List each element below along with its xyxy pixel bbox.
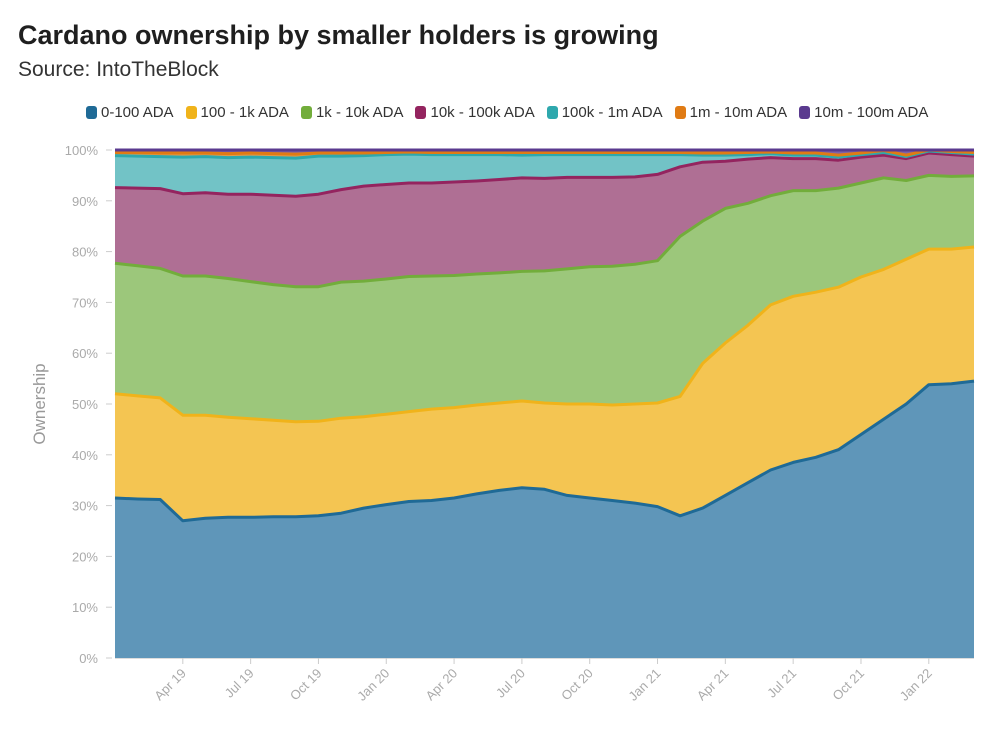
legend-label: 0-100 ADA: [101, 104, 174, 121]
y-tick-label: 70%: [72, 295, 98, 310]
area-10k-100k-ada: [115, 153, 974, 287]
area-0-100-ada: [115, 381, 974, 658]
x-tick-label: Oct 21: [829, 666, 867, 704]
y-tick-label: 20%: [72, 549, 98, 564]
y-tick-label: 0%: [79, 651, 98, 666]
legend-label: 10m - 100m ADA: [814, 104, 929, 121]
legend-label: 1k - 10k ADA: [315, 104, 404, 121]
y-tick-label: 10%: [72, 600, 98, 615]
area-1k-10k-ada: [115, 175, 974, 422]
legend-swatch: [674, 106, 686, 119]
x-tick-label: Jul 19: [222, 666, 257, 701]
legend-item[interactable]: 10k - 100k ADA: [415, 104, 535, 121]
legend-item[interactable]: 1m - 10m ADA: [674, 104, 788, 121]
x-tick-label: Jul 21: [764, 666, 799, 701]
legend-label: 10k - 100k ADA: [430, 104, 535, 121]
legend-item[interactable]: 100k - 1m ADA: [546, 104, 663, 121]
x-tick-label: Apr 20: [423, 666, 461, 704]
x-tick-label: Jan 22: [897, 666, 935, 704]
x-tick-label: Jan 20: [354, 666, 392, 704]
legend-swatch: [415, 106, 427, 119]
legend-label: 100k - 1m ADA: [561, 104, 663, 121]
y-tick-label: 50%: [72, 397, 98, 412]
chart-subtitle: Source: IntoTheBlock: [18, 58, 219, 81]
y-tick-label: 40%: [72, 448, 98, 463]
x-tick-label: Jan 21: [625, 666, 663, 704]
legend-item[interactable]: 0-100 ADA: [86, 104, 174, 121]
x-tick-label: Apr 21: [694, 666, 732, 704]
y-tick-label: 90%: [72, 194, 98, 209]
legend-swatch: [185, 106, 197, 119]
series-line: [114, 173, 975, 289]
x-tick-label: Oct 20: [558, 666, 596, 704]
legend-swatch: [86, 106, 97, 119]
legend-item[interactable]: 10m - 100m ADA: [799, 104, 928, 121]
y-axis-title: Ownership: [30, 363, 49, 444]
legend-label: 1m - 10m ADA: [689, 104, 788, 121]
legend-swatch: [300, 106, 312, 119]
legend-item[interactable]: 100 - 1k ADA: [185, 104, 289, 121]
series-line: [114, 245, 975, 424]
legend-label: 100 - 1k ADA: [200, 104, 289, 121]
x-tick-label: Jul 20: [493, 666, 528, 701]
x-tick-label: Oct 19: [287, 666, 325, 704]
area-100k-1m-ada: [115, 151, 974, 197]
series-line: [114, 149, 975, 160]
legend-swatch: [799, 106, 811, 119]
chart-title: Cardano ownership by smaller holders is …: [18, 20, 659, 50]
y-tick-label: 30%: [72, 499, 98, 514]
y-tick-label: 100%: [65, 143, 99, 158]
x-tick-label: Apr 19: [151, 666, 189, 704]
y-tick-label: 80%: [72, 245, 98, 260]
series-line: [115, 148, 975, 157]
series-line: [114, 379, 975, 523]
chart-legend: 0-100 ADA 100 - 1k ADA 1k - 10k ADA 10k - 1…: [86, 104, 928, 121]
legend-item[interactable]: 1k - 10k ADA: [300, 104, 404, 121]
legend-swatch: [546, 106, 558, 119]
y-tick-label: 60%: [72, 346, 98, 361]
series-line: [114, 151, 975, 198]
